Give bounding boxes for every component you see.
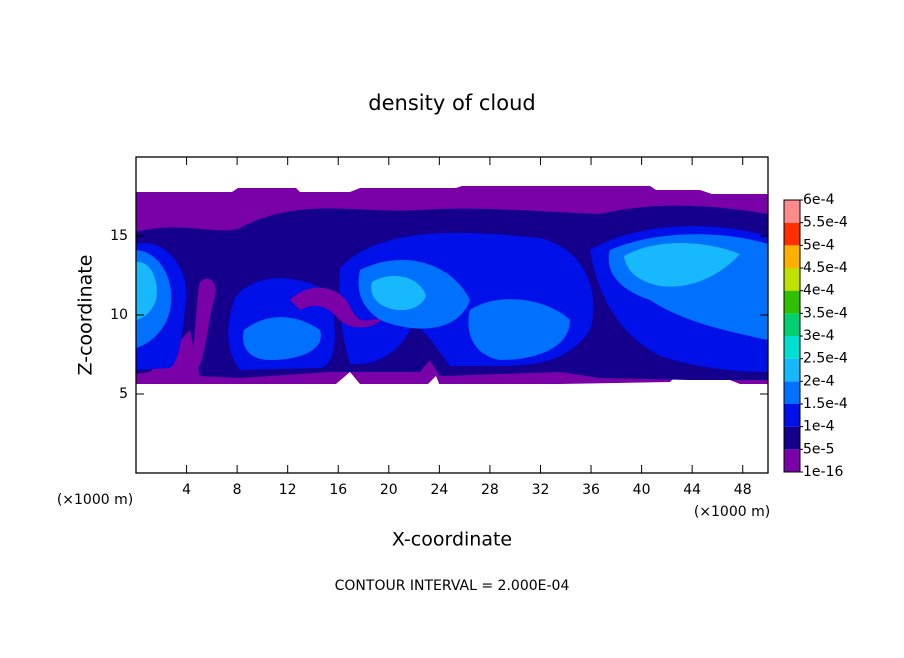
colorbar-swatch — [784, 336, 800, 359]
colorbar-swatch — [784, 222, 800, 246]
colorbar-tick-label: 5.5e-4 — [803, 215, 848, 231]
x-tick-label: 20 — [380, 482, 398, 498]
colorbar-tick-label: 3e-4 — [803, 328, 835, 344]
x-tick-label: 32 — [532, 482, 550, 498]
colorbar-swatch — [784, 358, 800, 382]
x-tick-label: 16 — [329, 482, 347, 498]
x-tick-label: 40 — [633, 482, 651, 498]
x-unit: (×1000 m) — [694, 504, 770, 520]
colorbar-tick-label: 2e-4 — [803, 373, 835, 389]
colorbar-swatch — [784, 404, 800, 427]
colorbar-tick-label: 4e-4 — [803, 283, 835, 299]
colorbar-tick-label: 4.5e-4 — [803, 260, 848, 276]
colorbar-swatch — [784, 381, 800, 404]
x-tick-label: 24 — [430, 482, 448, 498]
chart-title: density of cloud — [368, 91, 535, 115]
colorbar-swatch — [784, 245, 800, 268]
colorbar-tick-label: 3.5e-4 — [803, 305, 848, 321]
contour-field — [136, 186, 768, 473]
x-tick-label: 12 — [279, 482, 297, 498]
x-axis-label: X-coordinate — [392, 529, 512, 551]
colorbar-swatch — [784, 200, 800, 223]
colorbar-tick-label: 6e-4 — [803, 192, 835, 208]
x-tick-label: 44 — [683, 482, 701, 498]
x-tick-label: 48 — [734, 482, 752, 498]
colorbar-tick-label: 5e-4 — [803, 237, 835, 253]
colorbar-swatch — [784, 268, 800, 291]
x-tick-label: 28 — [481, 482, 499, 498]
y-tick-label: 5 — [119, 386, 128, 402]
contour-interval-note: CONTOUR INTERVAL = 2.000E-04 — [335, 578, 570, 594]
x-tick-label: 36 — [582, 482, 600, 498]
colorbar-swatch — [784, 426, 800, 450]
colorbar-tick-label: 2.5e-4 — [803, 351, 848, 367]
y-tick-label: 10 — [110, 307, 128, 323]
colorbar-tick-label: 1e-4 — [803, 419, 835, 435]
colorbar-swatch — [784, 313, 800, 336]
colorbar-swatch — [784, 449, 800, 472]
y-axis-label: Z-coordinate — [75, 255, 97, 376]
colorbar-tick-label: 5e-5 — [803, 441, 834, 457]
colorbar-tick-label: 1.5e-4 — [803, 396, 848, 412]
colorbar-swatch — [784, 290, 800, 314]
y-unit: (×1000 m) — [57, 492, 133, 508]
x-tick-label: 4 — [182, 482, 191, 498]
colorbar-tick-label: 1e-16 — [803, 464, 843, 480]
x-tick-label: 8 — [233, 482, 242, 498]
y-tick-label: 15 — [110, 228, 128, 244]
